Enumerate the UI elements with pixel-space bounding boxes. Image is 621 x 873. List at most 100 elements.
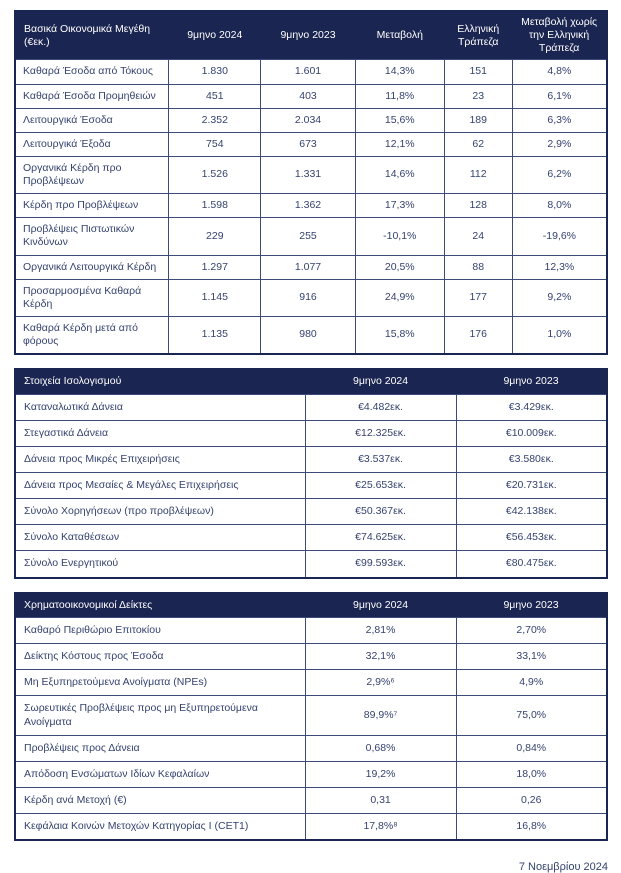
cell-value: 11,8% bbox=[354, 83, 445, 109]
basic-financials-header: Βασικά Οικονομικά Μεγέθη (€εκ.) 9μηνο 202… bbox=[15, 11, 607, 60]
table-row: Καθαρά Κέρδη μετά από φόρους 1.135 980 15,8… bbox=[14, 315, 608, 355]
cell-value: 2,9%⁶ bbox=[304, 669, 457, 697]
cell-value: 14,6% bbox=[354, 155, 445, 195]
table-row: Καθαρό Περιθώριο Επιτοκίου 2,81% 2,70% bbox=[14, 616, 608, 645]
cell-value: 128 bbox=[443, 193, 513, 219]
cell-value: 673 bbox=[260, 131, 356, 157]
cell-value: 151 bbox=[443, 59, 513, 85]
cell-value: €3.537εκ. bbox=[304, 445, 457, 474]
report-date: 7 Νοεμβρίου 2024 bbox=[518, 861, 608, 873]
cell-value: €80.475εκ. bbox=[455, 550, 608, 578]
financial-ratios-header: Χρηματοοικονομικοί Δείκτες 9μηνο 2024 9μην… bbox=[15, 592, 607, 618]
financial-ratios-body: Καθαρό Περιθώριο Επιτοκίου 2,81% 2,70% Δείκ… bbox=[14, 616, 608, 841]
cell-value: 23 bbox=[443, 83, 513, 109]
cell-value: 1.135 bbox=[168, 315, 262, 355]
cell-value: 229 bbox=[168, 217, 262, 256]
cell-value: 2.352 bbox=[168, 107, 262, 133]
cell-value: €25.653εκ. bbox=[304, 471, 457, 500]
row-label: Σύνολο Χορηγήσεων (προ προβλέψεων) bbox=[14, 498, 306, 526]
cell-value: 255 bbox=[260, 217, 356, 256]
row-label: Καθαρά Έσοδα από Τόκους bbox=[14, 59, 170, 85]
basic-financials-table: Βασικά Οικονομικά Μεγέθη (€εκ.) 9μηνο 202… bbox=[14, 10, 608, 356]
row-label: Κέρδη ανά Μετοχή (€) bbox=[14, 786, 306, 815]
table-row: Προβλέψεις Πιστωτικών Κινδύνων 229 255 -10,… bbox=[14, 217, 608, 256]
balance-sheet-table: Στοιχεία Ισολογισμού 9μηνο 2024 9μηνο 2023… bbox=[14, 368, 608, 579]
table-row: Καταναλωτικά Δάνεια €4.482εκ. €3.429εκ. bbox=[14, 393, 608, 421]
cell-value: 1.598 bbox=[168, 193, 262, 219]
row-label: Απόδοση Ενσώματων Ιδίων Κεφαλαίων bbox=[14, 760, 306, 788]
cell-value: 451 bbox=[168, 83, 262, 109]
row-label: Σωρευτικές Προβλέψεις προς μη Εξυπηρετού… bbox=[14, 695, 306, 736]
row-label: Κέρδη προ Προβλέψεων bbox=[14, 193, 170, 219]
cell-value: €99.593εκ. bbox=[304, 550, 457, 578]
row-label: Καθαρά Κέρδη μετά από φόρους bbox=[14, 315, 170, 355]
cell-value: €10.009εκ. bbox=[455, 419, 608, 447]
cell-value: €56.453εκ. bbox=[455, 524, 608, 552]
balance-sheet-header: Στοιχεία Ισολογισμού 9μηνο 2024 9μηνο 2023 bbox=[15, 369, 607, 395]
row-label: Σύνολο Καταθέσεων bbox=[14, 524, 306, 552]
table-title: Βασικά Οικονομικά Μεγέθη (€εκ.) bbox=[15, 11, 169, 60]
cell-value: -19,6% bbox=[511, 217, 608, 256]
table-row: Προβλέψεις προς Δάνεια 0,68% 0,84% bbox=[14, 734, 608, 762]
table-row: Προσαρμοσμένα Καθαρά Κέρδη 1.145 916 24,9% 1… bbox=[14, 278, 608, 317]
cell-value: €42.138εκ. bbox=[455, 498, 608, 526]
table-row: Στεγαστικά Δάνεια €12.325εκ. €10.009εκ. bbox=[14, 419, 608, 447]
cell-value: 2,81% bbox=[304, 616, 457, 645]
row-label: Καθαρό Περιθώριο Επιτοκίου bbox=[14, 616, 306, 645]
cell-value: 12,3% bbox=[511, 254, 608, 280]
table-row: Οργανικά Κέρδη προ Προβλέψεων 1.526 1.331 1… bbox=[14, 155, 608, 195]
row-label: Λειτουργικά Έσοδα bbox=[14, 107, 170, 133]
cell-value: 112 bbox=[443, 155, 513, 195]
cell-value: 0,84% bbox=[455, 734, 608, 762]
cell-value: 1.601 bbox=[260, 59, 356, 85]
cell-value: 89,9%⁷ bbox=[304, 695, 457, 736]
cell-value: 6,1% bbox=[511, 83, 608, 109]
cell-value: 17,3% bbox=[354, 193, 445, 219]
cell-value: 75,0% bbox=[455, 695, 608, 736]
table-row: Σωρευτικές Προβλέψεις προς μη Εξυπηρετού… bbox=[14, 695, 608, 736]
cell-value: -10,1% bbox=[354, 217, 445, 256]
column-header: 9μηνο 2023 bbox=[456, 592, 607, 618]
cell-value: 6,2% bbox=[511, 155, 608, 195]
column-header: Ελληνική Τράπεζα bbox=[444, 11, 513, 60]
cell-value: 18,0% bbox=[455, 760, 608, 788]
cell-value: 32,1% bbox=[304, 643, 457, 671]
cell-value: 754 bbox=[168, 131, 262, 157]
row-label: Προβλέψεις προς Δάνεια bbox=[14, 734, 306, 762]
table-row: Μη Εξυπηρετούμενα Ανοίγματα (NPEs) 2,9%⁶ 4… bbox=[14, 669, 608, 697]
row-label: Προσαρμοσμένα Καθαρά Κέρδη bbox=[14, 278, 170, 317]
cell-value: 9,2% bbox=[511, 278, 608, 317]
cell-value: 88 bbox=[443, 254, 513, 280]
cell-value: 2,9% bbox=[511, 131, 608, 157]
row-label: Προβλέψεις Πιστωτικών Κινδύνων bbox=[14, 217, 170, 256]
column-header: 9μηνο 2023 bbox=[456, 369, 607, 395]
cell-value: 0,31 bbox=[304, 786, 457, 815]
row-label: Σύνολο Ενεργητικού bbox=[14, 550, 306, 578]
column-header: 9μηνο 2024 bbox=[168, 11, 261, 60]
cell-value: 19,2% bbox=[304, 760, 457, 788]
column-header: 9μηνο 2024 bbox=[305, 369, 457, 395]
cell-value: 916 bbox=[260, 278, 356, 317]
cell-value: €3.429εκ. bbox=[455, 393, 608, 421]
table-row: Δάνεια προς Μεσαίες & Μεγάλες Επιχειρήσε… bbox=[14, 471, 608, 500]
cell-value: 1.830 bbox=[168, 59, 262, 85]
cell-value: 189 bbox=[443, 107, 513, 133]
row-label: Κεφάλαια Κοινών Μετοχών Κατηγορίας Ι (CE… bbox=[14, 813, 306, 841]
row-label: Δάνεια προς Μικρές Επιχειρήσεις bbox=[14, 445, 306, 474]
column-header: 9μηνο 2024 bbox=[305, 592, 457, 618]
cell-value: 6,3% bbox=[511, 107, 608, 133]
cell-value: 1,0% bbox=[511, 315, 608, 355]
column-header: 9μηνο 2023 bbox=[260, 11, 356, 60]
cell-value: €12.325εκ. bbox=[304, 419, 457, 447]
table-row: Σύνολο Χορηγήσεων (προ προβλέψεων) €50.36… bbox=[14, 498, 608, 526]
cell-value: 24,9% bbox=[354, 278, 445, 317]
cell-value: 12,1% bbox=[354, 131, 445, 157]
cell-value: 2.034 bbox=[260, 107, 356, 133]
row-label: Οργανικά Λειτουργικά Κέρδη bbox=[14, 254, 170, 280]
cell-value: 176 bbox=[443, 315, 513, 355]
table-row: Απόδοση Ενσώματων Ιδίων Κεφαλαίων 19,2% 18… bbox=[14, 760, 608, 788]
table-row: Λειτουργικά Έξοδα 754 673 12,1% 62 2,9% bbox=[14, 131, 608, 157]
cell-value: 980 bbox=[260, 315, 356, 355]
column-header: Μεταβολή bbox=[355, 11, 445, 60]
cell-value: €3.580εκ. bbox=[455, 445, 608, 474]
